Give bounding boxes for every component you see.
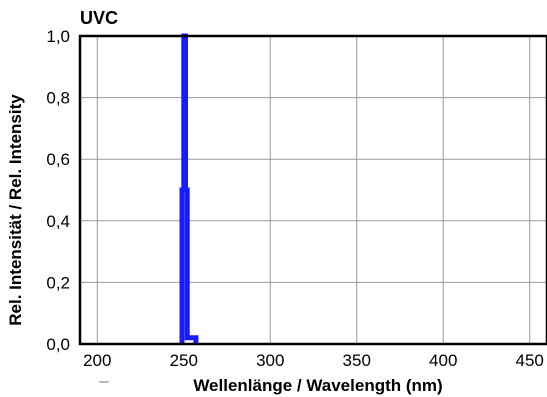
y-tick-label: 0,4 [46,212,70,231]
y-tick-label: 0,2 [46,273,70,292]
gridlines [80,35,547,345]
series-group [179,33,199,344]
x-axis-marker: – [99,371,109,390]
plot-frame [78,34,547,346]
x-tick-label: 200 [83,351,111,370]
x-axis-label: Wellenlänge / Wavelength (nm) [193,376,442,395]
y-axis-label: Rel. Intensität / Rel. Intensity [6,94,25,326]
y-tick-labels: 0,0 0,2 0,4 0,6 0,8 1,0 [46,27,70,354]
chart-title: UVC [80,8,118,28]
y-tick-label: 1,0 [46,27,70,46]
y-tick-label: 0,0 [46,335,70,354]
x-tick-label: 300 [256,351,284,370]
series-line-0 [179,33,199,344]
x-tick-label: 400 [429,351,457,370]
y-tick-label: 0,8 [46,89,70,108]
x-tick-labels: 200 250 300 350 400 450 [83,351,544,370]
x-tick-label: 450 [516,351,544,370]
y-tick-label: 0,6 [46,150,70,169]
x-tick-label: 350 [343,351,371,370]
x-tick-label: 250 [170,351,198,370]
